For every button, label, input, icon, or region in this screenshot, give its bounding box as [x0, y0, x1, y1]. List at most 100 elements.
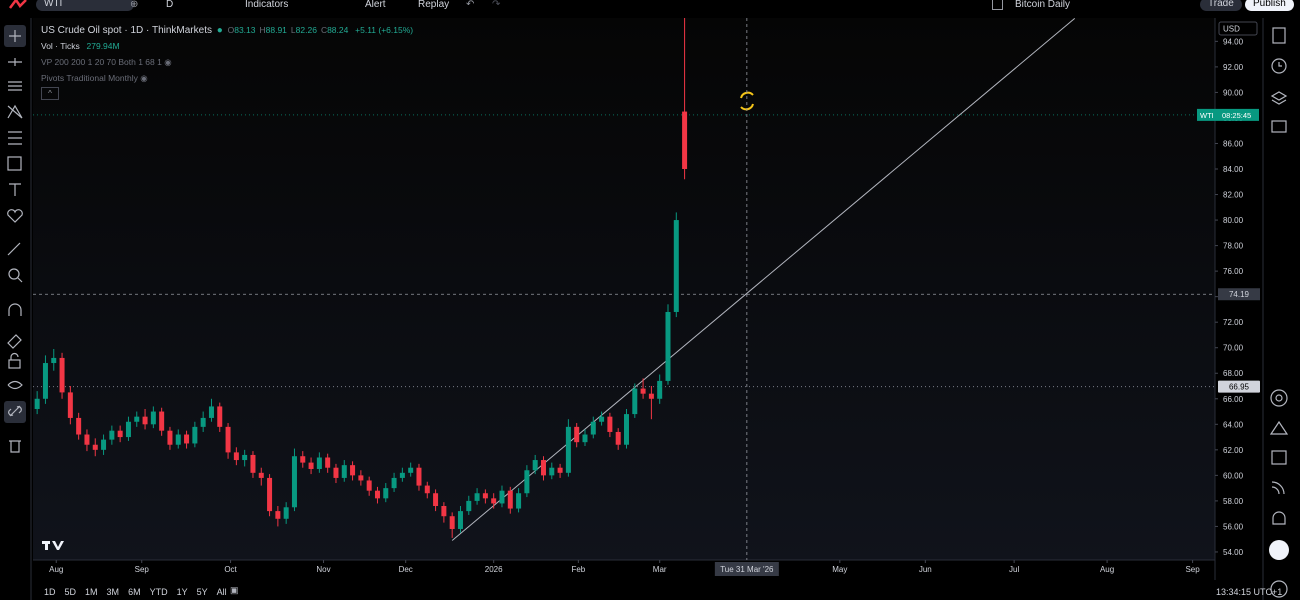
- candle-body: [557, 467, 563, 473]
- symbol-search[interactable]: WTI: [36, 0, 134, 11]
- candle-body: [283, 507, 289, 519]
- x-tick-label: 2026: [485, 565, 503, 574]
- ohlc-value: 88.91: [265, 25, 287, 35]
- clock: 13:34:15 UTC+1: [1216, 587, 1283, 597]
- x-tick-label: Mar: [653, 565, 667, 574]
- candle-body: [325, 457, 331, 468]
- candle-body: [341, 465, 347, 478]
- alert-button[interactable]: Alert: [365, 0, 386, 10]
- legend-vp: VP 200 200 1 20 70 Both 1 68 1 ◉: [41, 57, 172, 67]
- candle-body: [607, 416, 613, 432]
- range-button[interactable]: All: [216, 587, 227, 597]
- candle-body: [366, 480, 372, 491]
- range-button[interactable]: 5Y: [196, 587, 208, 597]
- candle-body: [316, 457, 322, 469]
- candles: [34, 18, 688, 538]
- y-tick-label: 84.00: [1223, 165, 1244, 174]
- left-toolbar: [4, 25, 26, 453]
- collapse-legend[interactable]: ^: [41, 87, 59, 100]
- undo[interactable]: ↶: [466, 0, 475, 10]
- volume-value: 279.94M: [86, 41, 120, 51]
- replay-button[interactable]: Replay: [418, 0, 450, 10]
- candle-body: [441, 506, 447, 517]
- candle-body: [540, 460, 546, 476]
- last-price-tag: [1197, 108, 1259, 121]
- range-button[interactable]: 3M: [106, 587, 120, 597]
- candle-body: [233, 452, 239, 461]
- right-toolbar: [1269, 27, 1289, 598]
- y-tick-label: 76.00: [1223, 267, 1244, 276]
- range-button[interactable]: 1D: [44, 587, 56, 597]
- y-tick-label: 62.00: [1223, 446, 1244, 455]
- candle-body: [175, 434, 181, 445]
- indicators-button[interactable]: Indicators: [245, 0, 289, 10]
- candle-body: [424, 485, 430, 494]
- candle-body: [76, 417, 82, 435]
- y-tick-label: 64.00: [1223, 420, 1244, 429]
- x-tick-label: Oct: [224, 565, 237, 574]
- x-tick-label: Nov: [316, 565, 330, 574]
- candle-body: [51, 357, 57, 364]
- candle-body: [632, 388, 638, 415]
- candle-body: [84, 434, 90, 445]
- interval[interactable]: D: [166, 0, 174, 10]
- y-tick-label: 94.00: [1223, 37, 1244, 46]
- x-tick-label: May: [832, 565, 847, 574]
- crosshair-y-tag: [1218, 288, 1260, 301]
- candle-body: [516, 493, 522, 509]
- x-tick-label: Feb: [571, 565, 585, 574]
- range-button[interactable]: YTD: [149, 587, 168, 597]
- y-tick-label: 54.00: [1223, 548, 1244, 557]
- crosshair-x-label: Tue 31 Mar '26: [720, 565, 774, 574]
- trade-button[interactable]: Trade: [1200, 0, 1242, 11]
- range-button[interactable]: 6M: [128, 587, 141, 597]
- candle-body: [665, 311, 671, 381]
- layout-name[interactable]: Bitcoin Daily: [1015, 0, 1071, 10]
- redo[interactable]: ↷: [492, 0, 501, 10]
- range-button[interactable]: 1M: [85, 587, 98, 597]
- bottom-bar: 1D 5D 1M 3M 6M YTD 1Y 5Y All ▣ 13:34:15 UTC+1: [0, 582, 1300, 600]
- refresh-icon[interactable]: [740, 91, 754, 111]
- vp-indicator: VP 200 200 1 20 70 Both 1 68 1: [41, 57, 162, 67]
- range-button[interactable]: 1Y: [176, 587, 188, 597]
- candle-body: [474, 493, 480, 501]
- candle-body: [242, 454, 248, 461]
- candle-body: [225, 426, 231, 453]
- top-toolbar: WTI ⊕ D Indicators Alert Replay ↶ ↷ Bitc…: [0, 0, 1300, 16]
- layout-icon: [992, 0, 1003, 10]
- candle-body: [383, 488, 389, 499]
- candle-body: [192, 426, 198, 444]
- candle-body: [59, 357, 65, 393]
- add-symbol[interactable]: ⊕: [130, 0, 139, 10]
- candle-body: [399, 472, 405, 478]
- change: +5.11 (+6.15%): [355, 25, 414, 35]
- x-tick-label: Sep: [1185, 565, 1200, 574]
- candle-body: [167, 430, 173, 445]
- ohlc-key: O: [227, 25, 235, 35]
- legend-pivots: Pivots Traditional Monthly ◉: [41, 73, 148, 83]
- candle-body: [615, 431, 621, 445]
- range-button[interactable]: 5D: [64, 587, 77, 597]
- y-tick-label: 78.00: [1223, 242, 1244, 251]
- currency-box[interactable]: [1218, 21, 1258, 36]
- candle-body: [391, 477, 397, 489]
- publish-button[interactable]: Publish: [1245, 0, 1294, 11]
- y-tick-label: 70.00: [1223, 344, 1244, 353]
- crosshair-y-label: 74.19: [1229, 290, 1250, 299]
- candle-body: [532, 460, 538, 471]
- y-tick-label: 92.00: [1223, 63, 1244, 72]
- candle-body: [67, 392, 73, 418]
- x-tick-label: Sep: [135, 565, 150, 574]
- ohlc-key: H: [259, 25, 266, 35]
- candle-body: [109, 430, 115, 440]
- candle-body: [159, 411, 165, 431]
- volume-name: Vol · Ticks: [41, 41, 80, 51]
- candle-body: [358, 475, 364, 481]
- date-range-icon[interactable]: ▣: [230, 585, 239, 595]
- candle-body: [117, 430, 123, 438]
- candle-body: [300, 456, 306, 463]
- ohlc-values: O83.13 H88.91 L82.26 C88.24: [228, 25, 353, 35]
- candle-body: [142, 416, 148, 425]
- y-tick-label: 68.00: [1223, 369, 1244, 378]
